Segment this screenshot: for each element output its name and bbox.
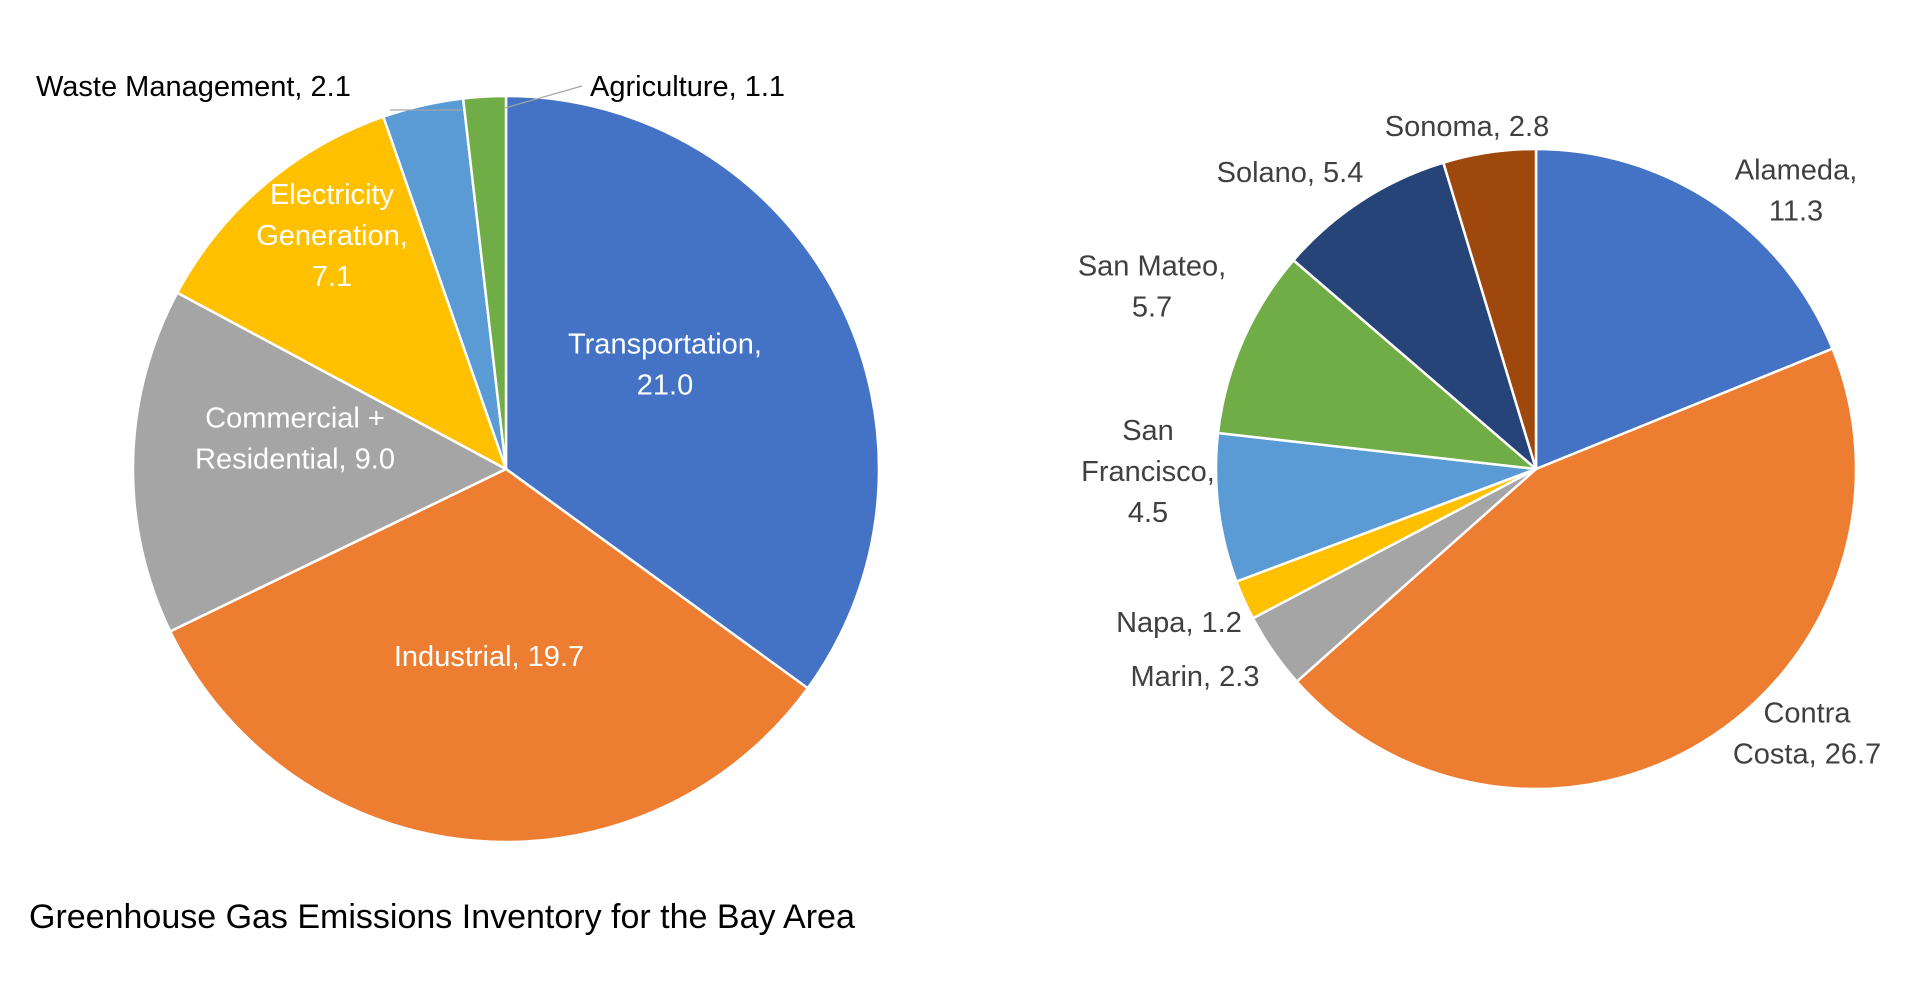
pie-slice-industrial (168, 467, 810, 844)
data-label-contra-costa: Contra Costa, 26.7 (1733, 698, 1881, 771)
pie-slice-san-mateo (1216, 259, 1538, 471)
data-label-marin: Marin, 2.3 (1131, 661, 1260, 693)
pie-slice-contra-costa (1295, 347, 1858, 791)
data-label-san-mateo: San Mateo, 5.7 (1078, 251, 1226, 324)
pie-slice-commercial-residential (131, 291, 508, 633)
chart-caption: Greenhouse Gas Emissions Inventory for t… (29, 898, 855, 936)
pie-slice-sonoma (1442, 147, 1538, 471)
pie-slice-electricity-generation (176, 115, 508, 471)
county-emissions-pie: Alameda, 11.3 Contra Costa, 26.7 Marin, 2.3 N… (1078, 111, 1881, 791)
pie-slice-agriculture (461, 94, 508, 471)
leader-line-agriculture (504, 85, 583, 109)
data-label-industrial: Industrial, 19.7 (394, 641, 584, 673)
data-label-electricity-generation: Electricity Generation, 7.1 (256, 179, 408, 293)
data-label-sonoma: Sonoma, 2.8 (1385, 111, 1549, 143)
data-label-agriculture: Agriculture, 1.1 (590, 71, 785, 103)
pie-slice-alameda (1534, 147, 1834, 471)
data-label-commercial-residential: Commercial + Residential, 9.0 (195, 403, 395, 476)
data-label-napa: Napa, 1.2 (1116, 607, 1242, 639)
data-label-waste-management: Waste Management, 2.1 (36, 71, 351, 103)
data-label-san-francisco: San Francisco, 4.5 (1081, 415, 1215, 529)
pie-slice-transportation (504, 94, 881, 690)
data-label-solano: Solano, 5.4 (1217, 157, 1364, 189)
data-label-transportation: Transportation, 21.0 (568, 329, 762, 402)
pie-slice-solano (1292, 161, 1538, 471)
data-label-alameda: Alameda, 11.3 (1735, 155, 1858, 228)
sector-emissions-pie: Transportation, 21.0 Industrial, 19.7 Comme… (36, 71, 881, 844)
pie-slice-san-francisco (1214, 431, 1538, 583)
